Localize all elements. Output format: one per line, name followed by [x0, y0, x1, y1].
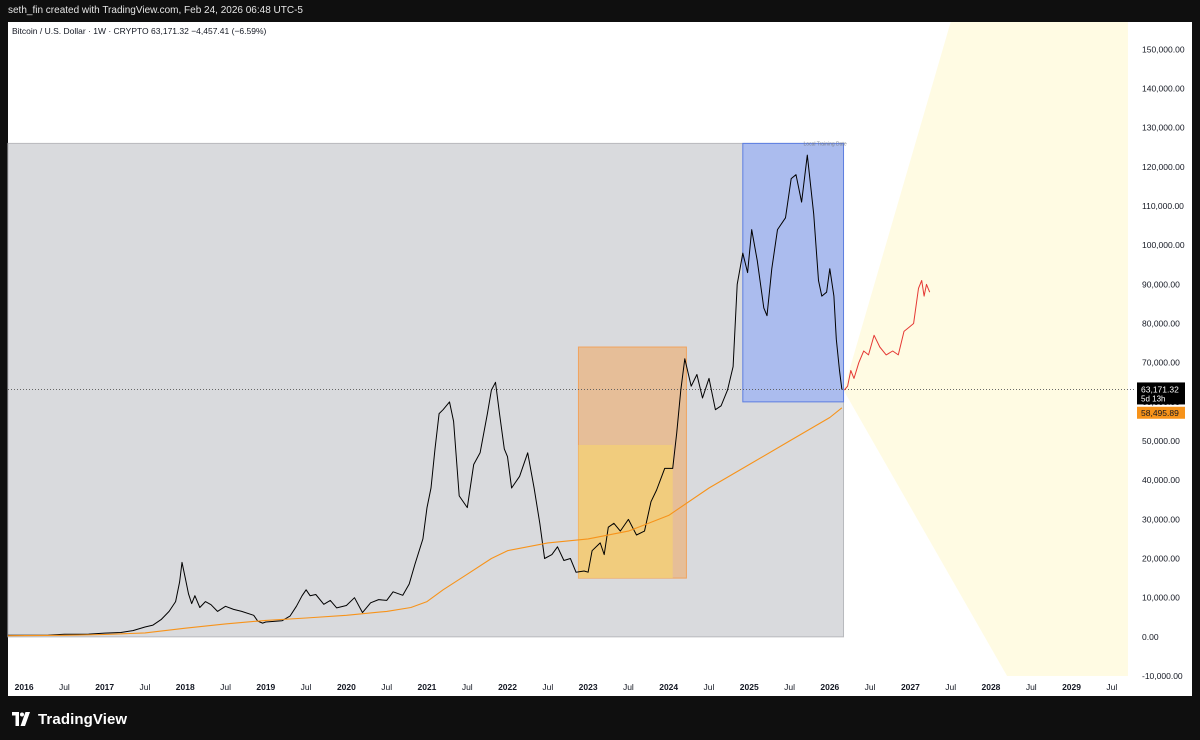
y-tick-label: 130,000.00: [1142, 123, 1185, 133]
region-gray: [7, 142, 845, 638]
regions-layer: Local Training Date: [7, 22, 1128, 676]
projection-cone: [843, 22, 1128, 676]
moving-average-line: [7, 407, 843, 637]
x-tick-label: 2018: [176, 682, 195, 692]
y-tick-label: 150,000.00: [1142, 44, 1185, 54]
x-tick-label: 2029: [1062, 682, 1081, 692]
x-tick-label: 2022: [498, 682, 517, 692]
y-tick-label: 50,000.00: [1142, 436, 1180, 446]
x-tick-label: 2027: [901, 682, 920, 692]
x-tick-label: Jul: [462, 682, 473, 692]
price-series-line: [7, 154, 843, 636]
y-tick-label: 30,000.00: [1142, 514, 1180, 524]
tradingview-logo-icon: [12, 712, 30, 726]
x-tick-label: 2017: [95, 682, 114, 692]
x-tick-label: 2026: [820, 682, 839, 692]
x-tick-label: 2020: [337, 682, 356, 692]
x-tick-label: Jul: [704, 682, 715, 692]
region-blue: [742, 142, 845, 403]
footer-brand[interactable]: TradingView: [10, 708, 127, 730]
symbol-text: Bitcoin / U.S. Dollar · 1W · CRYPTO 63,1…: [12, 26, 267, 36]
ma-price-label: 58,495.89: [1141, 408, 1179, 418]
x-tick-label: 2025: [740, 682, 759, 692]
x-tick-label: 2019: [256, 682, 275, 692]
x-tick-label: 2028: [982, 682, 1001, 692]
annotation-label: Local Training Date: [804, 141, 847, 147]
symbol-line: Bitcoin / U.S. Dollar · 1W · CRYPTO 63,1…: [12, 26, 266, 36]
region-yellow: [578, 444, 673, 579]
y-tick-label: 80,000.00: [1142, 319, 1180, 329]
y-tick-label: 90,000.00: [1142, 279, 1180, 289]
projection-line: [843, 280, 931, 391]
x-tick-label: Jul: [623, 682, 634, 692]
y-tick-label: -10,000.00: [1142, 671, 1183, 681]
attribution-header: seth_fin created with TradingView.com, F…: [0, 0, 1200, 22]
y-tick-label: 40,000.00: [1142, 475, 1180, 485]
x-tick-label: Jul: [140, 682, 151, 692]
x-tick-label: Jul: [1026, 682, 1037, 692]
current-price-label-box: [1137, 382, 1185, 405]
axis-layer: 150,000.00 140,000.00 130,000.00 120,000.00…: [15, 44, 1185, 692]
x-tick-label: Jul: [301, 682, 312, 692]
ma-price-label-box: [1137, 406, 1185, 419]
y-tick-label: 20,000.00: [1142, 554, 1180, 564]
x-tick-label: 2024: [659, 682, 678, 692]
lines-layer: [7, 154, 1136, 637]
x-tick-label: Jul: [381, 682, 392, 692]
x-tick-label: 2023: [579, 682, 598, 692]
x-tick-label: 2021: [418, 682, 437, 692]
brand-name: TradingView: [38, 710, 128, 728]
y-tick-label: 120,000.00: [1142, 162, 1185, 172]
x-tick-label: Jul: [784, 682, 795, 692]
current-price-label: 63,171.32: [1141, 384, 1179, 394]
x-tick-label: Jul: [542, 682, 553, 692]
y-tick-label: 10,000.00: [1142, 593, 1180, 603]
attribution-text: seth_fin created with TradingView.com, F…: [8, 5, 303, 16]
x-tick-label: Jul: [220, 682, 231, 692]
y-tick-label: 70,000.00: [1142, 358, 1180, 368]
x-tick-label: Jul: [865, 682, 876, 692]
x-tick-label: Jul: [59, 682, 70, 692]
y-tick-label: 0.00: [1142, 632, 1159, 642]
y-tick-label: 100,000.00: [1142, 240, 1185, 250]
x-tick-label: Jul: [945, 682, 956, 692]
countdown-label: 5d 13h: [1141, 394, 1165, 403]
x-tick-label: 2016: [15, 682, 34, 692]
y-tick-label: 110,000.00: [1142, 201, 1184, 211]
y-tick-label: 140,000.00: [1142, 84, 1185, 94]
x-tick-label: Jul: [1106, 682, 1117, 692]
